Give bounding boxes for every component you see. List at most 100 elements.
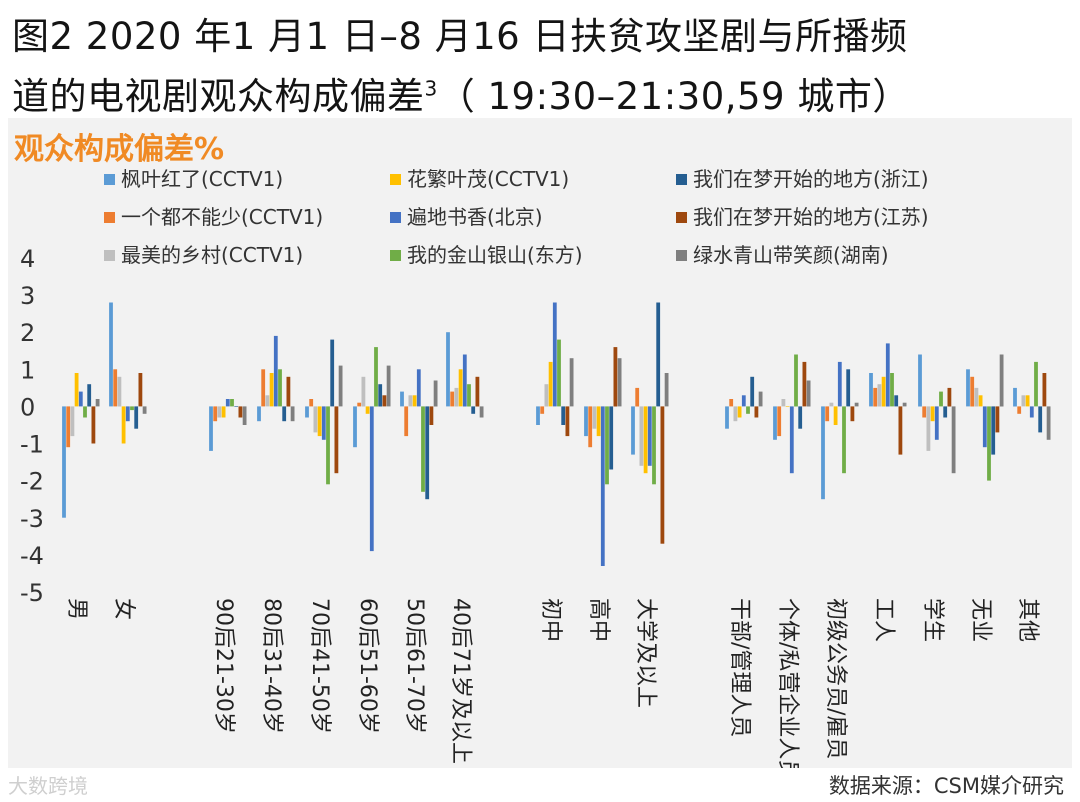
bar bbox=[1046, 406, 1051, 440]
bar bbox=[117, 376, 122, 407]
bar bbox=[557, 339, 561, 407]
bar bbox=[286, 376, 291, 407]
x-category-label-text: 初中 bbox=[538, 598, 563, 642]
bar bbox=[741, 395, 746, 407]
bar bbox=[729, 399, 734, 407]
legend-entry: 遍地书香(北京) bbox=[407, 205, 543, 229]
bar bbox=[647, 406, 652, 466]
x-category-label: 学生 bbox=[920, 598, 945, 642]
bar bbox=[918, 354, 922, 407]
x-category-label: 50后61-70岁 bbox=[402, 598, 427, 734]
legend-swatch bbox=[104, 174, 115, 185]
x-category-label: 90后21-30岁 bbox=[211, 598, 236, 734]
bar bbox=[305, 406, 309, 418]
bar bbox=[885, 343, 890, 407]
bar bbox=[987, 406, 991, 481]
bar bbox=[326, 406, 330, 485]
bar bbox=[282, 406, 287, 422]
bar bbox=[454, 387, 459, 407]
x-category-label: 工人 bbox=[871, 598, 896, 642]
bar bbox=[357, 402, 362, 407]
y-tick-label: 3 bbox=[20, 282, 35, 310]
bar bbox=[565, 406, 570, 437]
bar bbox=[978, 395, 983, 407]
bar-chart: -5 -4 -3 -2 -1 0 1 2 3 4 男女 90后21-30岁 80后31-40岁 70后41… bbox=[20, 167, 1051, 768]
x-category-label-text: 60后51-60岁 bbox=[355, 598, 380, 734]
y-tick-label: -5 bbox=[20, 579, 44, 607]
bar bbox=[850, 406, 855, 422]
bar bbox=[269, 373, 274, 407]
bar bbox=[846, 369, 851, 407]
bar bbox=[87, 384, 92, 407]
bar bbox=[213, 406, 218, 422]
bar bbox=[425, 406, 430, 500]
bar bbox=[806, 380, 811, 407]
bar bbox=[330, 339, 335, 407]
bar bbox=[974, 387, 979, 407]
bar bbox=[561, 406, 566, 425]
bar bbox=[404, 406, 409, 437]
bar bbox=[540, 406, 545, 414]
bar bbox=[777, 406, 782, 437]
bar bbox=[947, 387, 952, 407]
bar bbox=[238, 406, 243, 418]
bar bbox=[467, 384, 471, 407]
bar bbox=[552, 302, 557, 407]
bar bbox=[130, 406, 134, 411]
y-tick-label: 2 bbox=[20, 319, 35, 347]
x-category-label: 80后31-40岁 bbox=[259, 598, 284, 734]
x-category-label-text: 个体/私营企业人员 bbox=[775, 598, 800, 768]
source-note: 数据来源：CSM媒介研究 bbox=[828, 774, 1064, 798]
bar bbox=[652, 406, 656, 485]
bar bbox=[70, 406, 75, 437]
y-tick-label: 1 bbox=[20, 356, 35, 384]
bar bbox=[134, 406, 139, 429]
y-tick-label: -4 bbox=[20, 542, 44, 570]
bar bbox=[991, 406, 996, 455]
legend-swatch bbox=[390, 174, 401, 185]
figure-title-line1: 图2 2020 年1 月1 日–8 月16 日扶贫攻坚剧与所播频 bbox=[12, 15, 908, 58]
bar bbox=[230, 399, 234, 407]
bar bbox=[643, 406, 648, 474]
legend-swatch bbox=[676, 212, 687, 223]
x-category-label: 60后51-60岁 bbox=[355, 598, 380, 734]
bar bbox=[754, 406, 759, 418]
bar bbox=[596, 406, 601, 437]
bar bbox=[609, 406, 614, 470]
bar bbox=[382, 395, 387, 407]
bar bbox=[825, 406, 830, 422]
bar bbox=[758, 391, 763, 407]
bar bbox=[234, 406, 239, 407]
bar bbox=[656, 302, 661, 407]
bar bbox=[374, 347, 378, 407]
bar bbox=[750, 376, 755, 407]
bar bbox=[725, 406, 729, 429]
bar bbox=[970, 376, 975, 407]
x-category-label-text: 学生 bbox=[920, 598, 945, 642]
legend-entry: 绿水青山带笑颜(湖南) bbox=[693, 243, 889, 267]
bar bbox=[798, 406, 803, 429]
bar bbox=[999, 354, 1004, 407]
bar bbox=[273, 335, 278, 407]
bar bbox=[321, 406, 326, 440]
y-axis-label: 观众构成偏差% bbox=[14, 132, 225, 167]
bar bbox=[290, 406, 295, 422]
x-category-label-text: 干部/管理人员 bbox=[727, 598, 752, 737]
x-category-label: 女 bbox=[111, 598, 136, 620]
y-tick-label: 0 bbox=[20, 393, 35, 421]
bar bbox=[369, 406, 374, 552]
bar bbox=[221, 406, 226, 418]
bar bbox=[209, 406, 213, 451]
bar bbox=[613, 347, 618, 407]
bar bbox=[881, 376, 886, 407]
chart-area: -5 -4 -3 -2 -1 0 1 2 3 4 男女 90后21-30岁 80后31-40岁 70后41… bbox=[8, 118, 1072, 768]
bar bbox=[584, 406, 588, 437]
bar bbox=[416, 369, 421, 407]
bar bbox=[781, 399, 786, 407]
x-category-label: 干部/管理人员 bbox=[727, 598, 752, 737]
bar bbox=[91, 406, 96, 444]
bar bbox=[83, 406, 87, 418]
bar bbox=[631, 406, 635, 455]
bar bbox=[261, 369, 266, 407]
bar bbox=[877, 384, 882, 407]
